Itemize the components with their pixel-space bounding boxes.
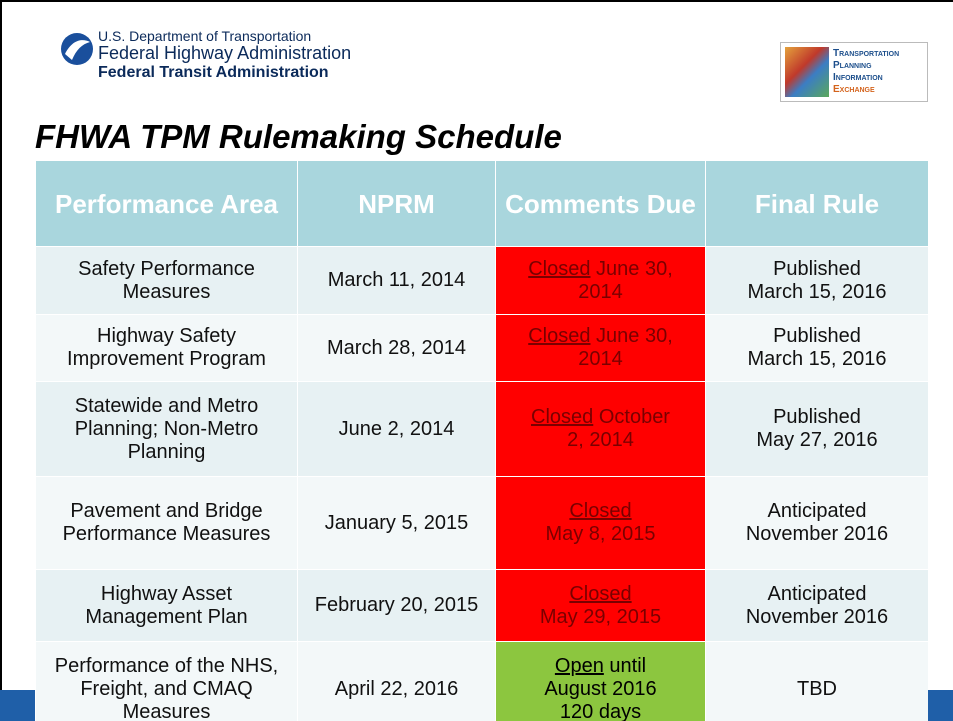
column-header: Final Rule [705,160,928,247]
exchange-image [785,47,829,97]
comment-detail: June 30, [596,257,673,280]
final-rule-line: Published [773,406,861,428]
comments-due: Closed October 2, 2014 [495,381,706,477]
comment-detail: May 8, 2015 [545,523,656,545]
comment-status: Open [554,654,604,677]
comment-line: Closed October [502,406,699,429]
comment-detail: June 30, [596,325,673,347]
table-row: Performance of the NHS, Freight, and CMA… [35,641,928,721]
performance-area: Safety Performance Measures [35,246,298,315]
final-rule: Anticipated November 2016 [705,476,928,570]
table-row: Pavement and Bridge Performance Measures… [35,476,928,570]
comment-status: Closed [569,500,632,522]
column-header: Comments Due [495,160,706,247]
final-rule-line: Anticipated [767,582,867,605]
table-area: Performance Area NPRM Comments Due Final Ru… [35,160,928,721]
comment-status: Closed [528,325,591,347]
final-rule-line: November 2016 [745,523,889,545]
exchange-line: Transportation [833,48,900,59]
column-header: NPRM [297,160,496,247]
slide-title: FHWA TPM Rulemaking Schedule [35,118,562,155]
comments-due: Closed June 30, 2014 [495,246,706,315]
comment-line: Closed June 30, [502,325,699,348]
table-row: Highway Safety Improvement Program March … [35,314,928,382]
comment-line: Open until [502,655,699,678]
column-header: Performance Area [35,160,298,247]
comment-detail: May 29, 2015 [539,605,662,628]
final-rule: Anticipated November 2016 [705,569,928,642]
schedule-table: Performance Area NPRM Comments Due Final Ru… [35,160,928,721]
final-rule-line: May 27, 2016 [756,429,878,451]
final-rule: Published March 15, 2016 [705,246,928,315]
agency-emblem [61,33,93,65]
nprm-date: March 11, 2014 [297,246,496,315]
comment-status: Closed [528,257,591,280]
performance-area: Performance of the NHS, Freight, and CMA… [35,641,298,721]
comments-due: Closed May 8, 2015 [495,476,706,570]
final-rule-line: November 2016 [745,605,889,628]
final-rule: Published March 15, 2016 [705,314,928,382]
nprm-date: June 2, 2014 [297,381,496,477]
header-row: Performance Area NPRM Comments Due Final Ru… [35,160,928,247]
agency-line: Federal Transit Administration [98,64,329,81]
comment-line: Closed [502,583,699,606]
table-row: Statewide and Metro Planning; Non-Metro … [35,381,928,477]
comments-due: Open until August 2016 120 days [495,641,706,721]
footer-bar [0,690,35,721]
final-rule-line: Published [773,325,861,347]
nprm-date: February 20, 2015 [297,569,496,642]
comment-detail: 120 days [559,700,642,721]
agency-line: U.S. Department of Transportation [98,28,312,44]
comment-detail: 2014 [578,280,623,303]
final-rule-line: March 15, 2016 [747,348,887,370]
comments-due: Closed June 30, 2014 [495,314,706,382]
comment-line: Closed June 30, [502,258,699,281]
table-row: Highway Asset Management Plan February 20… [35,569,928,642]
performance-area: Statewide and Metro Planning; Non-Metro … [35,381,298,477]
exchange-logo: Transportation Planning Information Exch… [780,42,928,102]
nprm-date: January 5, 2015 [297,476,496,570]
final-rule-line: March 15, 2016 [747,280,887,303]
table-row: Safety Performance Measures March 11, 201… [35,246,928,315]
comment-detail: August 2016 [544,677,657,700]
footer-bar [928,690,953,721]
nprm-date: April 22, 2016 [297,641,496,721]
comment-detail: 2, 2014 [567,429,634,451]
exchange-line: Planning [833,60,872,71]
exchange-line: Information [833,72,883,83]
comment-detail: 2014 [578,348,623,370]
performance-area: Highway Asset Management Plan [35,569,298,642]
comment-line: Closed [502,500,699,523]
final-rule-line: Published [773,257,861,280]
nprm-date: March 28, 2014 [297,314,496,382]
final-rule: TBD [705,641,928,721]
comment-status: Closed [531,406,594,428]
performance-area: Pavement and Bridge Performance Measures [35,476,298,570]
exchange-line: Exchange [833,84,875,95]
comments-due: Closed May 29, 2015 [495,569,706,642]
comment-detail: October [598,406,670,428]
final-rule-line: TBD [797,677,837,700]
agency-line: Federal Highway Administration [98,43,352,63]
comment-detail: until [609,654,647,677]
performance-area: Highway Safety Improvement Program [35,314,298,382]
final-rule: Published May 27, 2016 [705,381,928,477]
comment-status: Closed [569,582,632,605]
final-rule-line: Anticipated [767,500,867,522]
